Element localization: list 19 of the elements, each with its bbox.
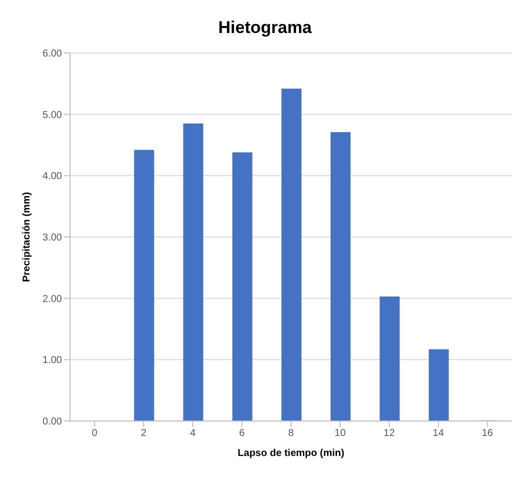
- x-tick-label: 4: [190, 428, 196, 440]
- x-tick-label: 10: [334, 428, 346, 440]
- y-tick-label: 4.00: [42, 171, 62, 182]
- chart-title: Hietograma: [217, 18, 313, 38]
- x-tick-label: 2: [140, 428, 147, 440]
- y-axis-title: Precipitación (mm): [22, 192, 33, 282]
- y-tick-label: 1.00: [42, 355, 62, 366]
- x-tick-label: 6: [239, 428, 246, 440]
- x-tick-label: 8: [288, 428, 294, 440]
- y-tick-label: 6.00: [42, 48, 62, 60]
- x-tick-label: 0: [92, 428, 98, 440]
- x-tick-label: 12: [384, 428, 396, 440]
- y-tick-label: 2.00: [42, 294, 62, 305]
- x-tick-label: 16: [482, 428, 494, 440]
- x-tick-label: 14: [432, 428, 444, 440]
- x-axis-title: Lapso de tiempo (min): [238, 448, 344, 459]
- y-tick-label: 3.00: [42, 232, 62, 244]
- y-tick-label: 5.00: [42, 110, 62, 121]
- y-tick-label: 0.00: [42, 416, 62, 428]
